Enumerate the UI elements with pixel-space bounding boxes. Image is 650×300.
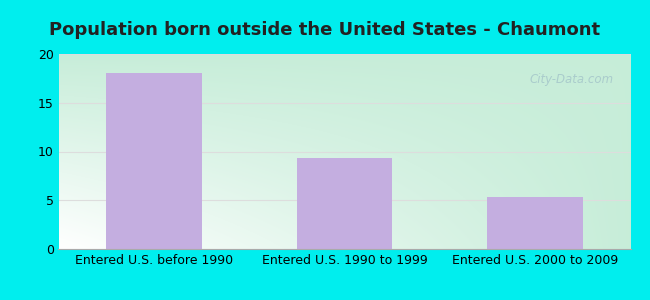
Text: Population born outside the United States - Chaumont: Population born outside the United State… <box>49 21 601 39</box>
Bar <box>488 197 583 249</box>
Text: City-Data.com: City-Data.com <box>529 74 614 86</box>
Bar <box>297 158 392 249</box>
Bar <box>106 74 202 249</box>
